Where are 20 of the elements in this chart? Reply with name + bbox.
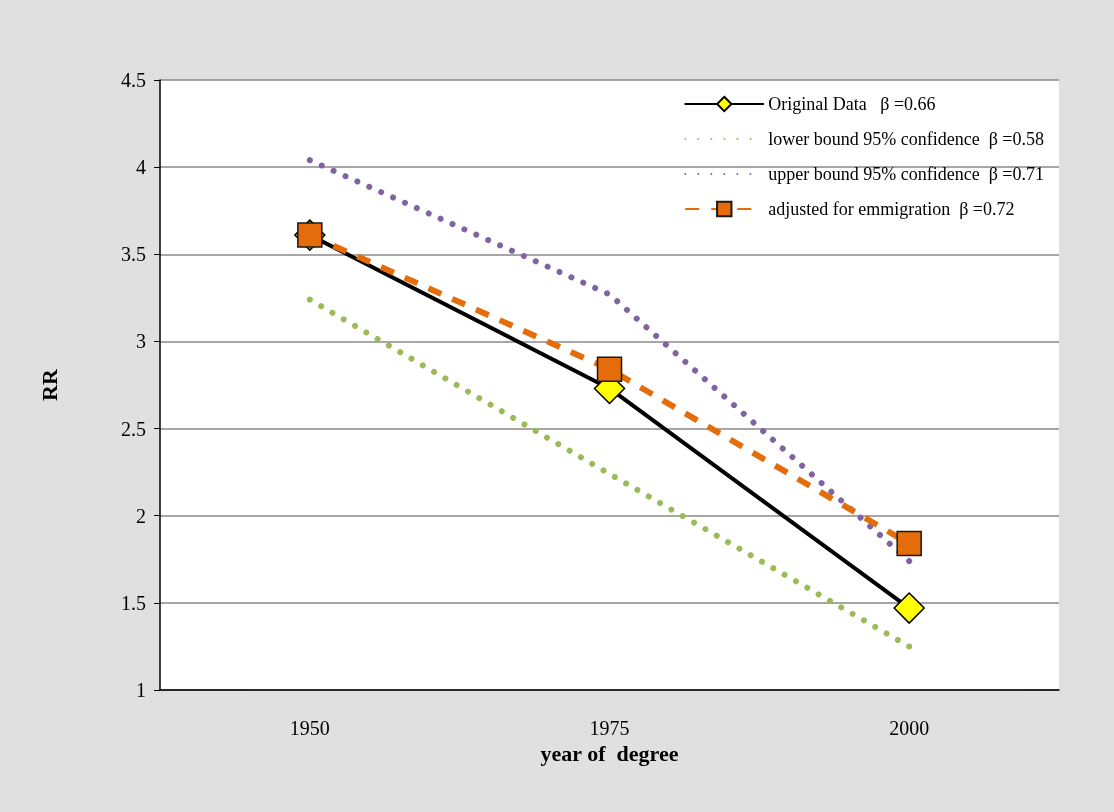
legend-label: lower bound 95% confidence β =0.58 xyxy=(768,129,1045,149)
x-axis-title: year of degree xyxy=(540,741,679,767)
x-tick-label: 2000 xyxy=(889,717,930,739)
point xyxy=(896,530,922,557)
legend-label: adjusted for emmigration β =0.72 xyxy=(768,199,1015,219)
y-axis-title: RR xyxy=(36,368,62,401)
point xyxy=(596,356,623,383)
legend-label: Original Data β =0.66 xyxy=(768,94,936,114)
y-tick-label: 3 xyxy=(136,330,146,353)
y-tick-label: 1 xyxy=(136,679,146,701)
x-tick-label: 1950 xyxy=(289,717,330,739)
x-tick-label: 1975 xyxy=(589,717,630,739)
y-tick-label: 4.5 xyxy=(121,69,146,91)
y-tick-label: 2 xyxy=(136,504,146,527)
y-tick-label: 2.5 xyxy=(121,417,146,440)
legend-label: upper bound 95% confidence β =0.71 xyxy=(768,164,1045,184)
y-tick-label: 1.5 xyxy=(121,591,146,614)
y-tick-label: 4 xyxy=(136,156,146,179)
point xyxy=(893,592,925,624)
y-tick-label: 3.5 xyxy=(121,243,146,266)
